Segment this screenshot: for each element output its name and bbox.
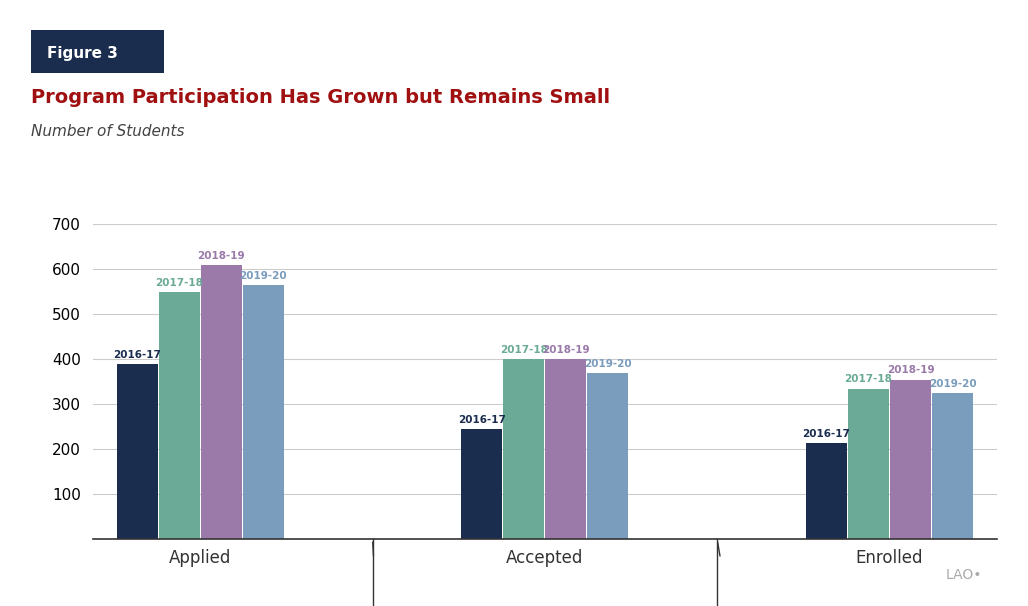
Bar bbox=[200, 265, 242, 539]
Text: Program Participation Has Grown but Remains Small: Program Participation Has Grown but Rema… bbox=[31, 88, 610, 107]
Text: 2016-17: 2016-17 bbox=[457, 415, 506, 425]
Bar bbox=[890, 379, 931, 539]
Text: 2019-20: 2019-20 bbox=[240, 271, 287, 281]
Text: LAO•: LAO• bbox=[945, 568, 982, 582]
Text: 2016-17: 2016-17 bbox=[803, 428, 850, 439]
Bar bbox=[848, 388, 889, 539]
Bar bbox=[117, 364, 157, 539]
Bar bbox=[587, 373, 628, 539]
Text: 2019-20: 2019-20 bbox=[584, 359, 631, 368]
Text: 2019-20: 2019-20 bbox=[928, 379, 977, 389]
Text: 2017-18: 2017-18 bbox=[845, 375, 892, 384]
Bar bbox=[932, 393, 972, 539]
Bar bbox=[243, 285, 284, 539]
Text: Number of Students: Number of Students bbox=[31, 124, 184, 139]
Bar bbox=[504, 359, 544, 539]
Bar bbox=[806, 442, 847, 539]
Text: 2018-19: 2018-19 bbox=[542, 345, 590, 355]
Text: Figure 3: Figure 3 bbox=[47, 46, 118, 61]
Text: 2018-19: 2018-19 bbox=[887, 365, 934, 376]
Bar bbox=[158, 291, 199, 539]
Text: 2017-18: 2017-18 bbox=[155, 278, 204, 288]
Text: 2016-17: 2016-17 bbox=[113, 350, 161, 360]
Bar bbox=[546, 359, 586, 539]
Text: 2018-19: 2018-19 bbox=[197, 251, 245, 261]
Bar bbox=[462, 429, 503, 539]
Text: 2017-18: 2017-18 bbox=[500, 345, 548, 355]
